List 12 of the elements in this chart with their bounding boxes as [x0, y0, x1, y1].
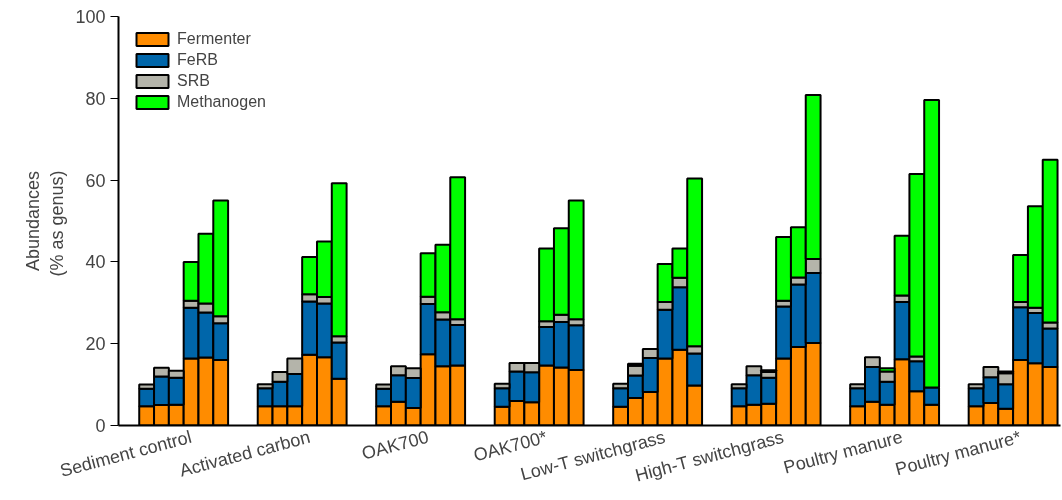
x-tick-label: OAK700 — [359, 426, 431, 464]
legend-label: Methanogen — [177, 93, 266, 111]
y-tick-label: 0 — [95, 416, 106, 436]
legend-label: Fermenter — [177, 30, 251, 48]
y-tick-label: 80 — [85, 88, 106, 109]
y-axis-title: Abundances (% as genus) — [23, 170, 68, 277]
legend-label: FeRB — [177, 51, 218, 69]
y-tick-label: 20 — [85, 334, 106, 355]
y-tick-label: 100 — [75, 7, 106, 27]
y-tick-label: 60 — [85, 170, 106, 191]
legend-label: SRB — [177, 72, 210, 90]
y-tick-label: 40 — [85, 252, 106, 273]
